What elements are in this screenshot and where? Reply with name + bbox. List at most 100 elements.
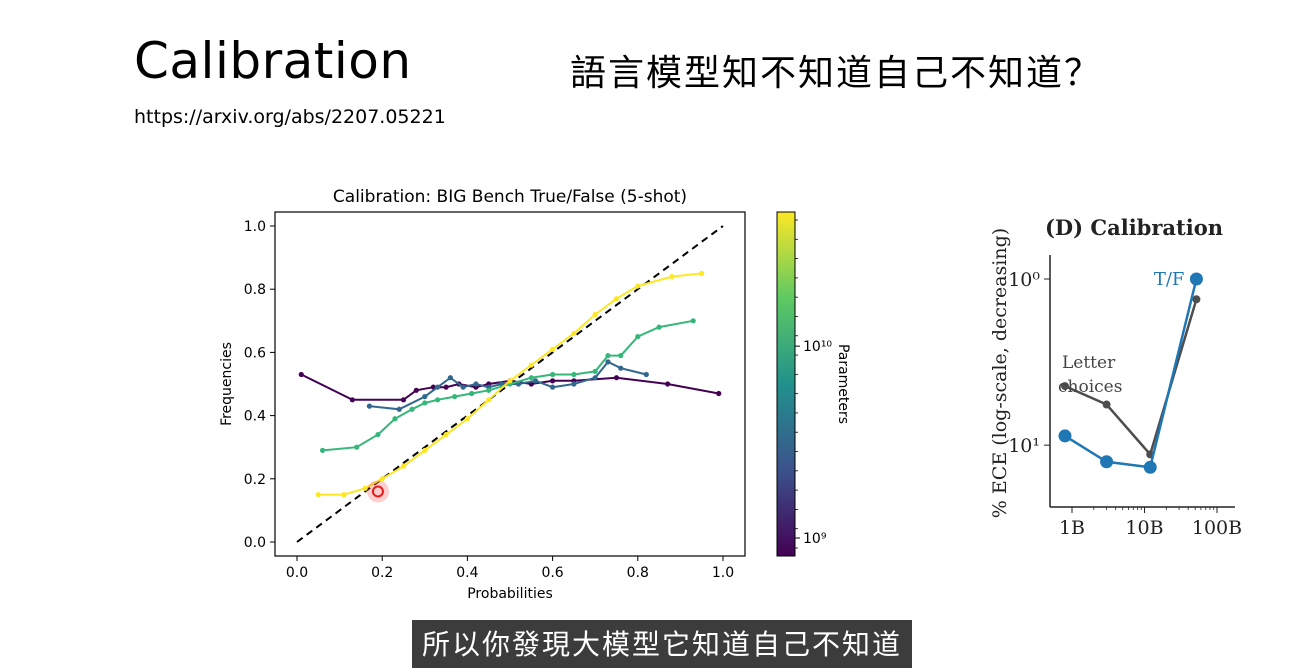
tf-line	[1064, 278, 1198, 469]
series-point	[635, 334, 641, 340]
series-point	[665, 381, 671, 387]
series-point	[528, 375, 534, 381]
highlight-halo	[366, 480, 389, 503]
series-point	[635, 283, 641, 289]
highlight-point	[371, 485, 384, 498]
series-point	[409, 406, 415, 412]
series-point	[571, 371, 577, 378]
series-point	[571, 330, 577, 337]
series-point	[532, 378, 539, 384]
paper-link[interactable]: https://arxiv.org/abs/2207.05221	[134, 106, 446, 128]
series-point	[613, 375, 620, 381]
series-point	[613, 296, 620, 302]
series-point	[400, 463, 407, 469]
series-point	[341, 492, 347, 498]
series-point	[349, 397, 355, 403]
series-point	[528, 362, 534, 368]
series-point	[400, 397, 407, 403]
y-tick-label: 1.0	[244, 219, 266, 235]
series-point	[605, 352, 611, 359]
series-point	[452, 394, 458, 400]
series-point	[618, 352, 624, 359]
slide-subtitle: 語言模型知不知道自己不知道？	[570, 53, 1103, 94]
series-point	[422, 400, 428, 406]
series-point	[592, 375, 598, 381]
letter-choices-point	[1060, 382, 1069, 391]
series-point	[434, 384, 441, 390]
series-point	[605, 359, 611, 365]
series-point	[618, 365, 624, 371]
series-point	[643, 371, 649, 378]
series-point	[443, 431, 449, 438]
letter-choices-label-1: Letter	[1062, 353, 1116, 373]
plot-frame	[274, 211, 746, 557]
y-tick-label: 10¹	[1008, 435, 1040, 457]
slide-title: Calibration	[134, 32, 412, 90]
x-tick-label: 0.4	[456, 565, 478, 581]
series-point	[460, 384, 466, 390]
series-point	[486, 387, 492, 393]
series-point	[656, 324, 662, 330]
y-tick-label: 0.8	[244, 282, 266, 298]
x-tick-label: 100B	[1192, 517, 1242, 539]
y-axis-label: Frequencies	[219, 342, 235, 426]
series-point	[550, 378, 556, 384]
series-point	[362, 485, 368, 491]
tf-point	[1189, 272, 1203, 286]
tf-series-label: T/F	[1154, 269, 1185, 290]
series-point	[669, 273, 675, 280]
tf-point	[1143, 460, 1157, 474]
series-point	[422, 394, 428, 400]
tf-point	[1100, 455, 1114, 469]
y-tick-label: 0.6	[244, 345, 266, 361]
series-line	[318, 272, 702, 496]
series-point	[469, 390, 475, 397]
colorbar-label: Parameters	[835, 344, 851, 424]
series-point	[443, 384, 449, 390]
tf-point	[1058, 429, 1072, 443]
series-point	[473, 381, 479, 387]
series-point	[447, 375, 453, 381]
subtitle-caption: 所以你發現大模型它知道自己不知道	[412, 620, 913, 668]
calibration-ece-chart: (D) Calibration % ECE (log-scale, decreas…	[989, 215, 1242, 539]
series-point	[319, 447, 326, 453]
series-point	[507, 378, 513, 384]
chart-title: Calibration: BIG Bench True/False (5-sho…	[333, 187, 687, 207]
series-point	[298, 371, 304, 378]
series-point	[413, 387, 419, 393]
y-tick-label: 0.4	[244, 409, 266, 425]
x-tick-label: 0.6	[541, 565, 563, 581]
letter-choices-point	[1192, 295, 1201, 304]
colorbar	[776, 211, 796, 557]
series-point	[434, 397, 441, 403]
y-axis-label: % ECE (log-scale, decreasing)	[989, 228, 1011, 518]
x-axis-label: Probabilities	[467, 586, 553, 602]
series-point	[422, 447, 428, 453]
series-point	[592, 311, 598, 318]
x-tick-label: 0.8	[627, 565, 649, 581]
series-point	[550, 346, 556, 352]
series-point	[571, 381, 577, 387]
series-point	[315, 492, 321, 498]
colorbar-tick-label: 10⁹	[803, 531, 827, 547]
y-tick-label: 10⁰	[1008, 269, 1040, 291]
letter-choices-point	[1102, 400, 1111, 409]
series-point	[690, 318, 696, 324]
series-line	[322, 319, 694, 452]
calibration-bigbench-chart: Calibration: BIG Bench True/False (5-sho…	[219, 187, 851, 602]
x-tick-label: 0.2	[371, 565, 393, 581]
series-point	[550, 371, 556, 378]
x-tick-label: 1B	[1059, 517, 1085, 539]
x-tick-label: 0.0	[286, 565, 308, 581]
series-point	[592, 368, 598, 374]
series-point	[550, 384, 556, 390]
series-point	[699, 270, 705, 276]
series-point	[366, 403, 373, 409]
series-point	[379, 476, 385, 482]
letter-choices-label-2: choices	[1058, 377, 1122, 397]
series-point	[396, 406, 402, 412]
y-tick-label: 0.0	[244, 535, 266, 551]
chart-title: (D) Calibration	[1045, 215, 1223, 240]
colorbar-tick-label: 10¹⁰	[803, 339, 832, 355]
series-point	[464, 416, 470, 422]
